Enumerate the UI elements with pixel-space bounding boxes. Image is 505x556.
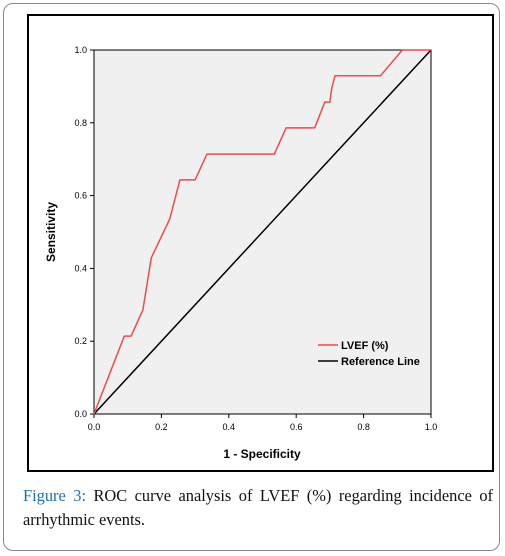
figure-caption: Figure 3: ROC curve analysis of LVEF (%)… [23, 484, 493, 532]
y-tick-label: 0.2 [74, 336, 87, 346]
x-tick-label: 0.4 [223, 422, 236, 432]
roc-chart: 0.0 0.2 0.4 0.6 0.8 1.0 0.0 0.2 0.4 0.6 0.8 1.0 1 -… [29, 16, 492, 470]
legend-box [312, 336, 427, 372]
y-tick-label: 0.8 [74, 118, 87, 128]
y-tick-label: 0.4 [74, 263, 87, 273]
y-axis-label: Sensitivity [44, 202, 58, 262]
figure-frame: 0.0 0.2 0.4 0.6 0.8 1.0 0.0 0.2 0.4 0.6 0.8 1.0 1 -… [3, 3, 500, 551]
figure-caption-label: Figure 3: [23, 486, 87, 505]
x-axis-label: 1 - Specificity [223, 447, 301, 461]
legend-label-reference: Reference Line [341, 356, 420, 368]
axes: 0.0 0.2 0.4 0.6 0.8 1.0 0.0 0.2 0.4 0.6 0.8 1.0 [74, 45, 437, 432]
x-tick-label: 0.8 [357, 422, 370, 432]
series-layer [93, 49, 432, 415]
legend: LVEF (%) Reference Line [312, 336, 427, 372]
x-tick-label: 0.2 [155, 422, 168, 432]
x-tick-label: 0.0 [88, 422, 101, 432]
x-tick-label: 1.0 [425, 422, 438, 432]
y-tick-label: 0.6 [74, 191, 87, 201]
chart-panel: 0.0 0.2 0.4 0.6 0.8 1.0 0.0 0.2 0.4 0.6 0.8 1.0 1 -… [27, 14, 494, 472]
y-tick-label: 0.0 [74, 409, 87, 419]
legend-label-lvef: LVEF (%) [341, 340, 389, 352]
reference-line [93, 49, 432, 415]
y-tick-label: 1.0 [74, 45, 87, 55]
x-tick-label: 0.6 [290, 422, 303, 432]
roc-curve-lvef [93, 49, 431, 415]
figure-caption-text: ROC curve analysis of LVEF (%) regarding… [23, 486, 494, 529]
